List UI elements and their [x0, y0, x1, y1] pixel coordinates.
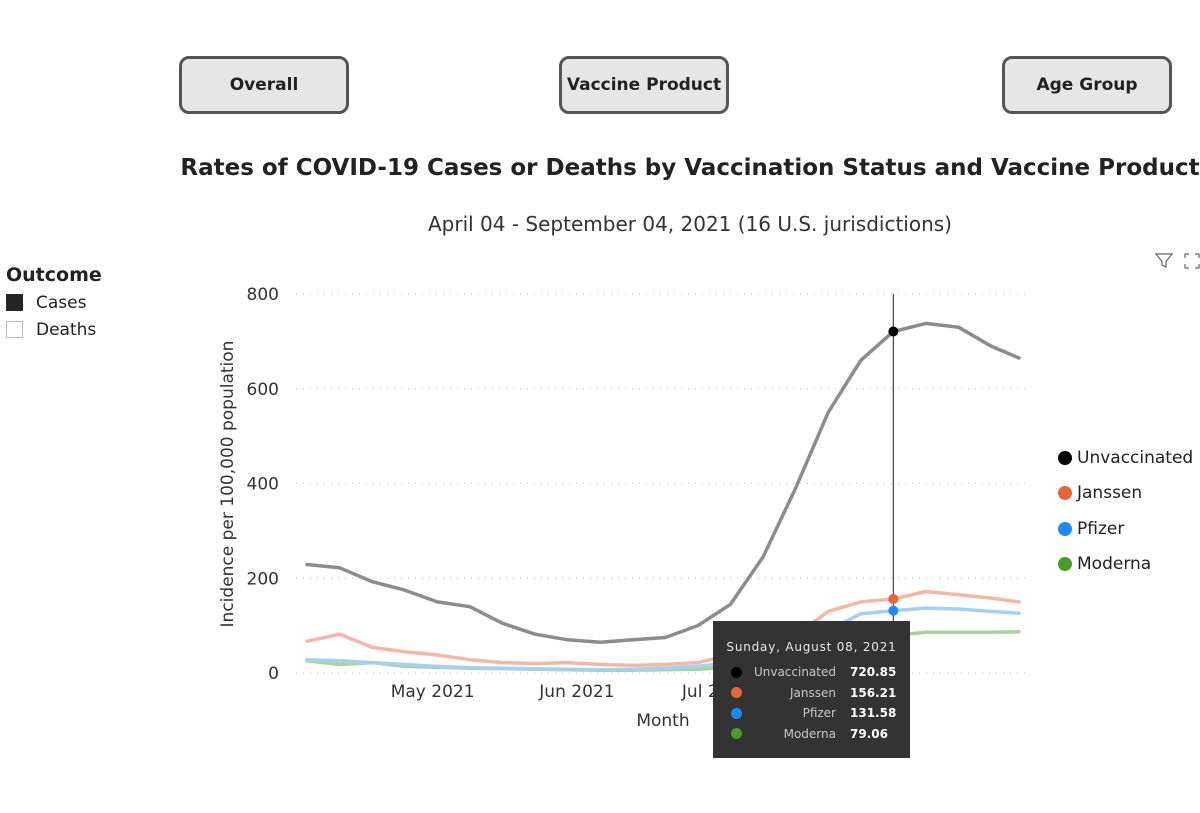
- outcome-option-cases[interactable]: Cases: [6, 289, 102, 316]
- legend-label: Janssen: [1077, 483, 1143, 504]
- legend-label: Moderna: [1077, 554, 1152, 575]
- outcome-option-deaths[interactable]: Deaths: [6, 316, 102, 343]
- x-tick-label: May 2021: [391, 682, 475, 702]
- expand-icon[interactable]: [1183, 252, 1200, 270]
- y-tick-label: 600: [247, 380, 279, 400]
- y-tick-label: 800: [247, 285, 279, 305]
- tooltip-dot: [731, 707, 742, 719]
- tooltip-series-value: 720.85: [850, 665, 897, 680]
- hover-tooltip: Sunday, August 08, 2021 Unvaccinated 720…: [713, 621, 910, 758]
- legend-label: Unvaccinated: [1077, 447, 1194, 468]
- y-axis-label: Incidence per 100,000 population: [218, 341, 238, 628]
- visual-header-icons: [1155, 252, 1200, 270]
- tooltip-date: Sunday, August 08, 2021: [726, 640, 897, 654]
- hover-marker-pfizer: [888, 605, 899, 616]
- outcome-heading: Outcome: [6, 264, 102, 286]
- tooltip-dot: [731, 728, 742, 740]
- legend-item-moderna[interactable]: Moderna: [1058, 547, 1193, 583]
- legend-label: Pfizer: [1077, 518, 1125, 539]
- legend-item-janssen[interactable]: Janssen: [1058, 476, 1193, 512]
- tooltip-row-pfizer: Pfizer 131.58: [713, 703, 910, 724]
- legend-dot: [1058, 521, 1072, 536]
- age-group-button[interactable]: Age Group: [1002, 56, 1172, 114]
- outcome-slicer: Outcome Cases Deaths: [6, 264, 102, 343]
- tooltip-series-name: Pfizer: [802, 706, 836, 721]
- filter-icon[interactable]: [1155, 252, 1173, 270]
- vaccine-product-button[interactable]: Vaccine Product: [559, 56, 729, 114]
- tooltip-series-value: 79.06: [850, 726, 888, 741]
- outcome-option-label: Deaths: [36, 319, 97, 340]
- outcome-option-label: Cases: [36, 292, 87, 313]
- legend-item-pfizer[interactable]: Pfizer: [1058, 511, 1193, 547]
- tooltip-series-name: Janssen: [790, 685, 836, 700]
- y-tick-label: 0: [268, 664, 279, 684]
- tooltip-row-unvaccinated: Unvaccinated 720.85: [713, 662, 910, 683]
- y-tick-label: 200: [247, 569, 279, 589]
- legend-dot: [1058, 486, 1072, 501]
- chart-subtitle: April 04 - September 04, 2021 (16 U.S. j…: [427, 212, 952, 236]
- tooltip-row-moderna: Moderna 79.06: [713, 724, 910, 745]
- y-tick-label: 400: [247, 475, 279, 495]
- legend-dot: [1058, 557, 1072, 572]
- tooltip-dot: [731, 666, 742, 678]
- checkbox-unchecked[interactable]: [6, 321, 23, 338]
- overall-button[interactable]: Overall: [179, 56, 349, 114]
- tooltip-dot: [731, 687, 742, 699]
- hover-marker-janssen: [888, 593, 899, 604]
- checkbox-checked[interactable]: [6, 294, 23, 311]
- tooltip-series-value: 131.58: [850, 706, 897, 721]
- tooltip-series-name: Moderna: [783, 726, 836, 741]
- hover-marker-unvaccinated: [888, 326, 899, 337]
- series-legend: Unvaccinated Janssen Pfizer Moderna: [1058, 440, 1193, 582]
- x-tick-label: Jun 2021: [538, 682, 614, 702]
- series-line-janssen[interactable]: [305, 589, 1021, 668]
- tooltip-row-janssen: Janssen 156.21: [713, 683, 910, 704]
- legend-dot: [1058, 450, 1072, 465]
- series-line-unvaccinated[interactable]: [305, 321, 1021, 644]
- chart-title: Rates of COVID-19 Cases or Deaths by Vac…: [180, 155, 1200, 181]
- tooltip-series-value: 156.21: [850, 685, 897, 700]
- legend-item-unvaccinated[interactable]: Unvaccinated: [1058, 440, 1193, 476]
- x-axis-label: Month: [636, 711, 689, 731]
- series-line-pfizer[interactable]: [305, 606, 1021, 672]
- tooltip-series-name: Unvaccinated: [753, 665, 836, 680]
